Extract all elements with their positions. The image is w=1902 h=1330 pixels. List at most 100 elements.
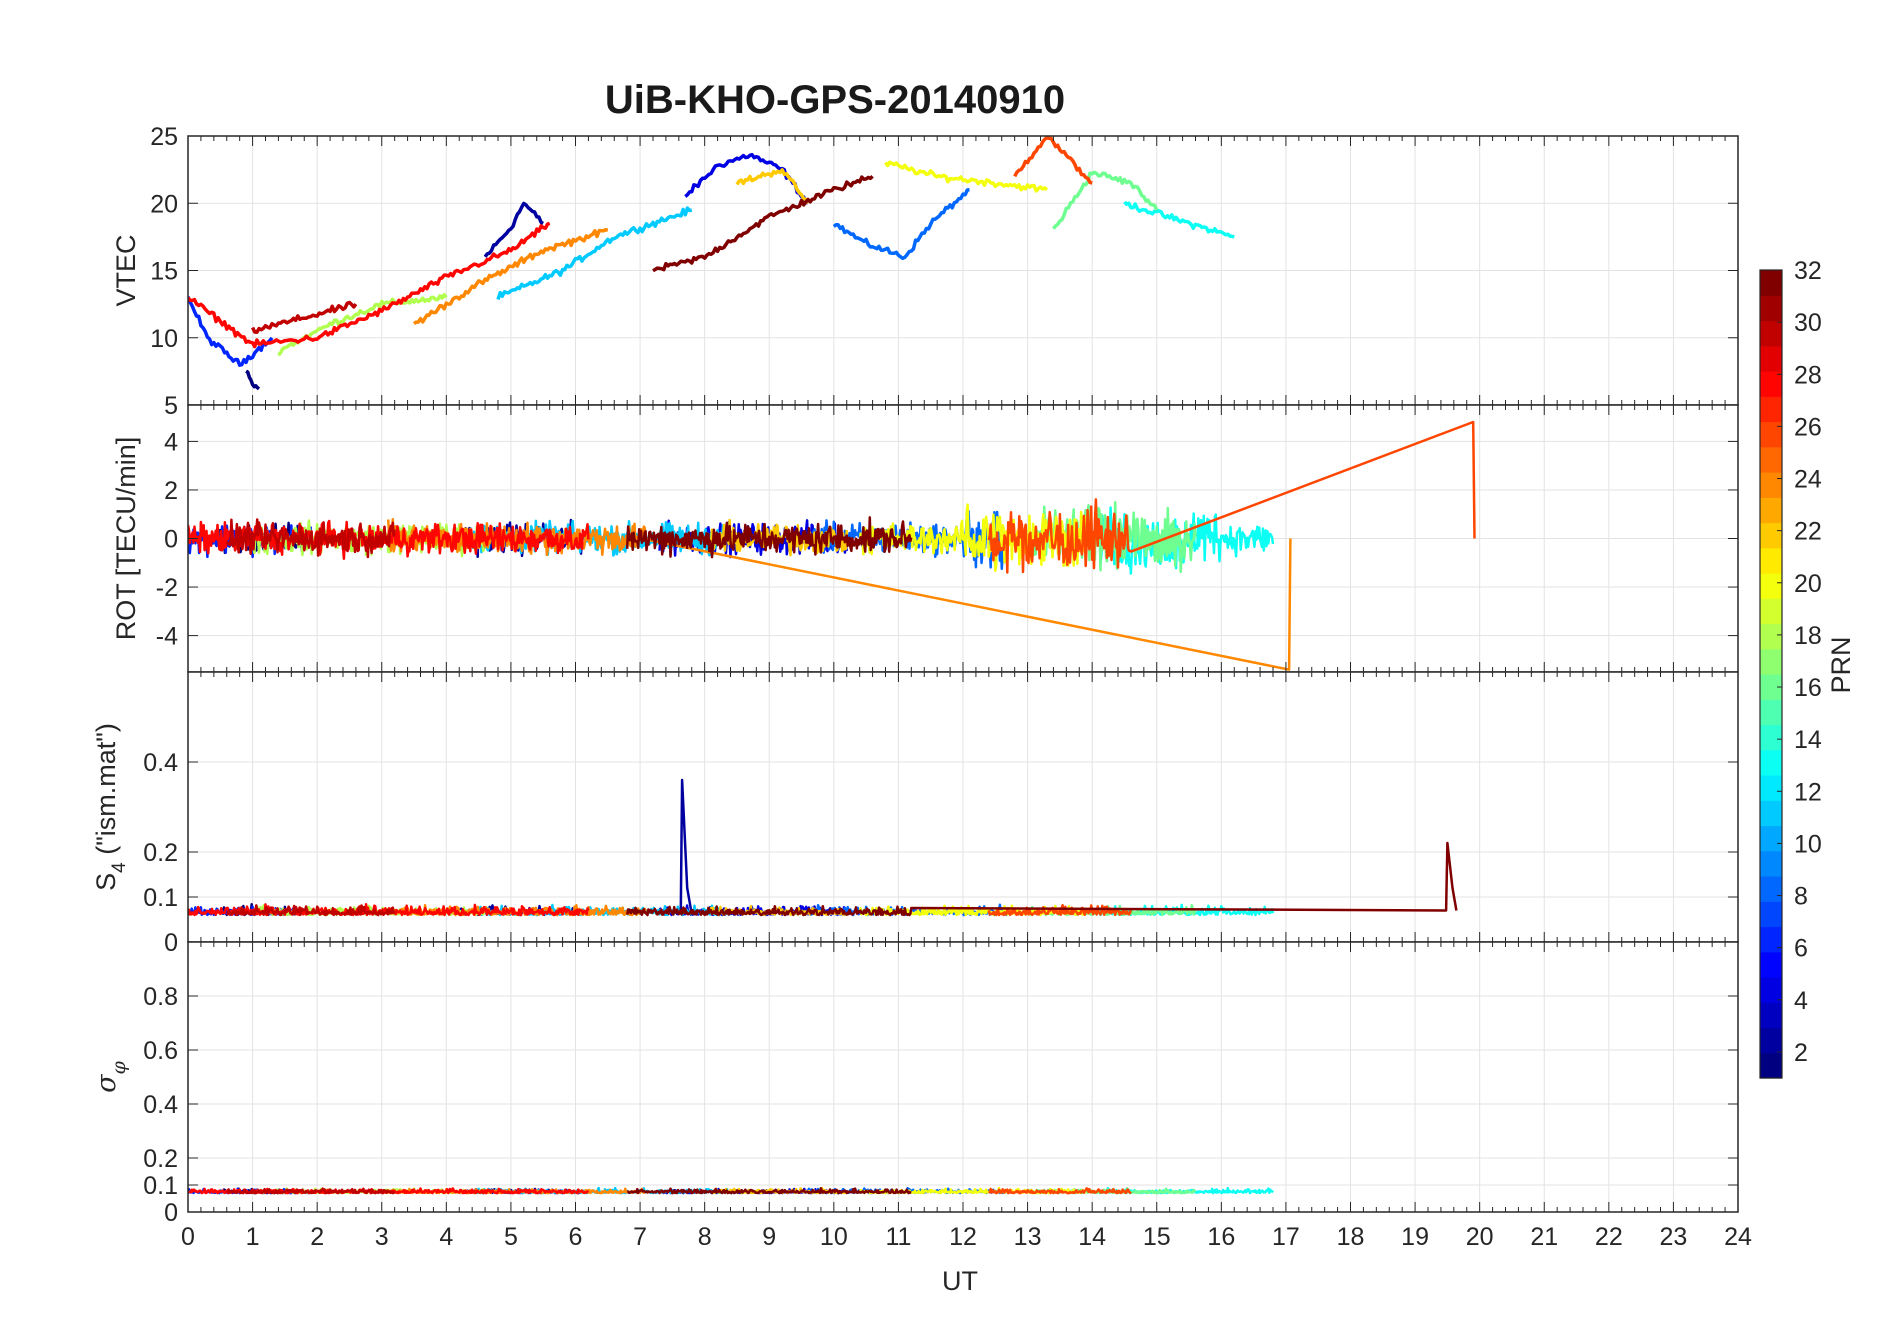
x-axis-label: UT [942, 1266, 978, 1296]
y-tick-label: 0 [164, 526, 178, 554]
colorbar-segment [1760, 951, 1782, 978]
series-group [188, 1186, 1274, 1195]
colorbar-segment [1760, 522, 1782, 549]
colorbar-segment [1760, 345, 1782, 372]
colorbar-segment [1760, 876, 1782, 902]
y-tick-label: 0.4 [143, 1091, 178, 1119]
colorbar-segment [1760, 371, 1782, 397]
series-prn-30 [226, 904, 396, 917]
series-prn-22 [735, 168, 810, 205]
y-tick-label: 0 [164, 929, 178, 957]
x-tick-label: 3 [375, 1223, 389, 1251]
x-tick-label: 21 [1530, 1223, 1558, 1251]
series-prn-22 [710, 1186, 848, 1195]
x-tick-label: 22 [1595, 1223, 1623, 1251]
y-tick-label: 0.6 [143, 1037, 178, 1065]
chart-title: UiB-KHO-GPS-20140910 [605, 78, 1065, 122]
y-axis-label: VTEC [111, 234, 141, 306]
colorbar-tick-label: 20 [1794, 570, 1822, 598]
x-tick-label: 24 [1724, 1223, 1752, 1251]
x-tick-label: 17 [1272, 1223, 1300, 1251]
y-tick-label: 0.2 [143, 1145, 178, 1173]
panel-rot: -4 -2 0 2 4 ROT [TECU/min] [111, 404, 1739, 673]
colorbar-tick-label: 18 [1794, 622, 1822, 650]
series-prn-32 [625, 516, 913, 559]
x-tick-label: 15 [1143, 1223, 1171, 1251]
y-tick-label: 25 [150, 123, 178, 151]
colorbar-segment [1760, 926, 1782, 953]
x-tick-label: 13 [1014, 1223, 1042, 1251]
colorbar-segment [1760, 850, 1782, 877]
colorbar-segment [1760, 977, 1782, 1003]
colorbar-segment [1760, 825, 1782, 852]
colorbar-segment [1760, 472, 1782, 498]
colorbar-segment [1760, 320, 1782, 347]
colorbar-segment [1760, 598, 1782, 625]
colorbar-segment [1760, 421, 1782, 448]
x-tick-label: 11 [885, 1223, 911, 1251]
series-prn-13 [1123, 200, 1235, 239]
colorbar-segment [1760, 497, 1782, 524]
series-prn-26 [987, 420, 1476, 574]
colorbar-segment [1760, 270, 1782, 296]
x-tick-label: 0 [181, 1223, 195, 1251]
colorbar-tick-label: 10 [1794, 830, 1822, 858]
x-axis: 0 1 2 3 4 5 6 7 8 9 10 11 12 13 14 15 16 17 18 19 20 21 22 23 24 [181, 1223, 1752, 1251]
y-tick-label: -4 [156, 623, 178, 651]
y-tick-label: 0.4 [143, 749, 178, 777]
colorbar-segment [1760, 396, 1782, 423]
x-tick-label: 19 [1401, 1223, 1429, 1251]
colorbar-tick-label: 30 [1794, 309, 1822, 337]
colorbar-segment [1760, 648, 1782, 675]
x-tick-label: 14 [1078, 1223, 1106, 1251]
colorbar-segment [1760, 775, 1782, 801]
colorbar-tick-label: 8 [1794, 883, 1808, 911]
colorbar-segment [1760, 623, 1782, 650]
series-prn-32 [625, 841, 1458, 917]
series-prn-24 [412, 227, 609, 326]
x-tick-label: 6 [569, 1223, 583, 1251]
colorbar-tick-label: 2 [1794, 1039, 1808, 1067]
colorbar-tick-label: 14 [1794, 726, 1822, 754]
series-prn-6 [188, 296, 274, 367]
y-tick-label: -2 [156, 574, 178, 602]
series-prn-8 [832, 188, 970, 261]
series-prn-30 [225, 518, 396, 559]
series-prn-32 [652, 175, 874, 273]
series-prn-28 [188, 221, 551, 349]
x-tick-label: 5 [504, 1223, 518, 1251]
x-tick-label: 20 [1466, 1223, 1494, 1251]
x-tick-label: 4 [439, 1223, 453, 1251]
colorbar-segment [1760, 573, 1782, 599]
x-tick-label: 18 [1337, 1223, 1365, 1251]
y-tick-label: 0.1 [143, 1172, 178, 1200]
y-tick-label: 0.8 [143, 983, 178, 1011]
x-tick-label: 2 [310, 1223, 324, 1251]
series-prn-20 [884, 160, 1049, 193]
series-prn-26 [987, 1187, 1132, 1195]
colorbar-segment [1760, 749, 1782, 776]
colorbar-segment [1760, 1027, 1782, 1054]
colorbar-label: PRN [1826, 636, 1856, 693]
y-tick-label: 0.1 [143, 884, 178, 912]
panel-sigphi: 00.10.2 0.4 0.6 0.8 σφ [91, 941, 1739, 1227]
series-prn-16 [1052, 170, 1159, 230]
x-tick-label: 23 [1660, 1223, 1688, 1251]
x-tick-label: 12 [949, 1223, 977, 1251]
colorbar-tick-label: 28 [1794, 361, 1822, 389]
colorbar-tick-label: 16 [1794, 674, 1822, 702]
colorbar-segment [1760, 1002, 1782, 1029]
colorbar-tick-label: 32 [1794, 257, 1822, 285]
y-axis-label: σφ [91, 1060, 130, 1092]
x-tick-label: 9 [762, 1223, 776, 1251]
panel-s4: 0 0.1 0.2 0.4 S4 ("ism.mat") [91, 671, 1739, 957]
x-tick-label: 7 [633, 1223, 647, 1251]
colorbar-segment [1760, 901, 1782, 928]
x-tick-label: 16 [1207, 1223, 1235, 1251]
colorbar-tick-label: 6 [1794, 935, 1808, 963]
colorbar-segment [1760, 446, 1782, 473]
x-tick-label: 1 [246, 1223, 260, 1251]
